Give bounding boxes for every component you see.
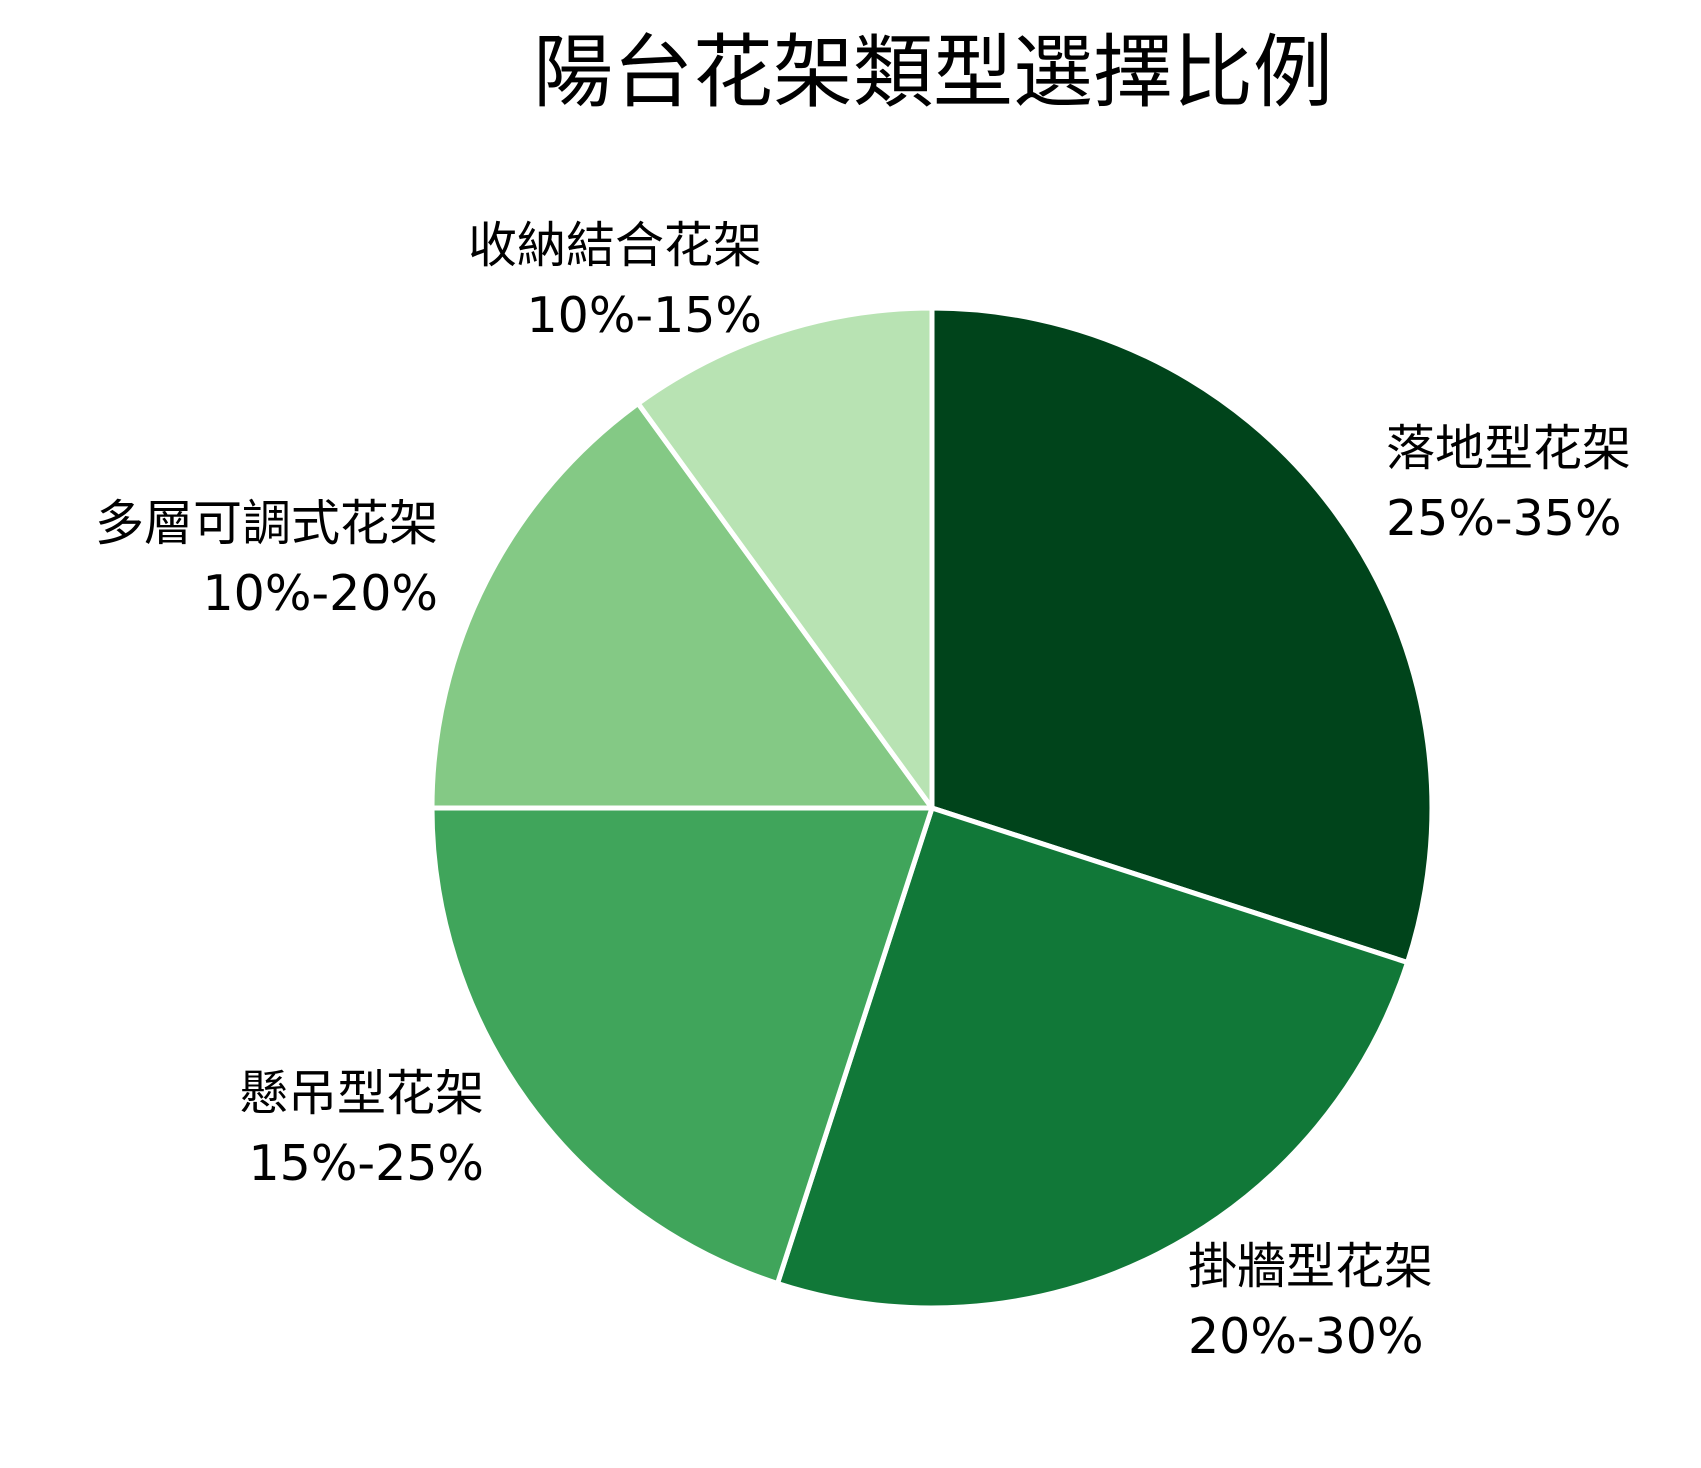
label-range: 25%-35% bbox=[1386, 490, 1622, 547]
label-range: 10%-15% bbox=[526, 287, 762, 344]
chart-title: 陽台花架類型選擇比例 bbox=[533, 26, 1333, 119]
slice-label-hanging: 懸吊型花架 15%-25% bbox=[239, 1065, 484, 1192]
slice-label-wall-mounted: 掛牆型花架 20%-30% bbox=[1188, 1238, 1433, 1365]
slice-label-storage-combined: 收納結合花架 10%-15% bbox=[468, 217, 762, 344]
label-name: 收納結合花架 bbox=[468, 217, 762, 274]
label-name: 掛牆型花架 bbox=[1188, 1238, 1433, 1295]
label-name: 懸吊型花架 bbox=[239, 1065, 484, 1122]
pie bbox=[429, 305, 1435, 1311]
label-name: 落地型花架 bbox=[1386, 420, 1631, 477]
label-range: 20%-30% bbox=[1188, 1308, 1424, 1365]
slice-hanging bbox=[429, 805, 935, 1286]
slice-storage-combined bbox=[635, 305, 935, 811]
slice-wall-mounted bbox=[775, 805, 1410, 1311]
slice-label-multi-tier-adjustable: 多層可調式花架 10%-20% bbox=[95, 495, 438, 622]
label-range: 10%-20% bbox=[202, 565, 438, 622]
slice-multi-tier-adjustable bbox=[429, 401, 935, 811]
label-name: 多層可調式花架 bbox=[95, 495, 438, 552]
slice-floor-standing bbox=[929, 305, 1435, 965]
slice-label-floor-standing: 落地型花架 25%-35% bbox=[1386, 420, 1631, 547]
label-range: 15%-25% bbox=[248, 1135, 484, 1192]
